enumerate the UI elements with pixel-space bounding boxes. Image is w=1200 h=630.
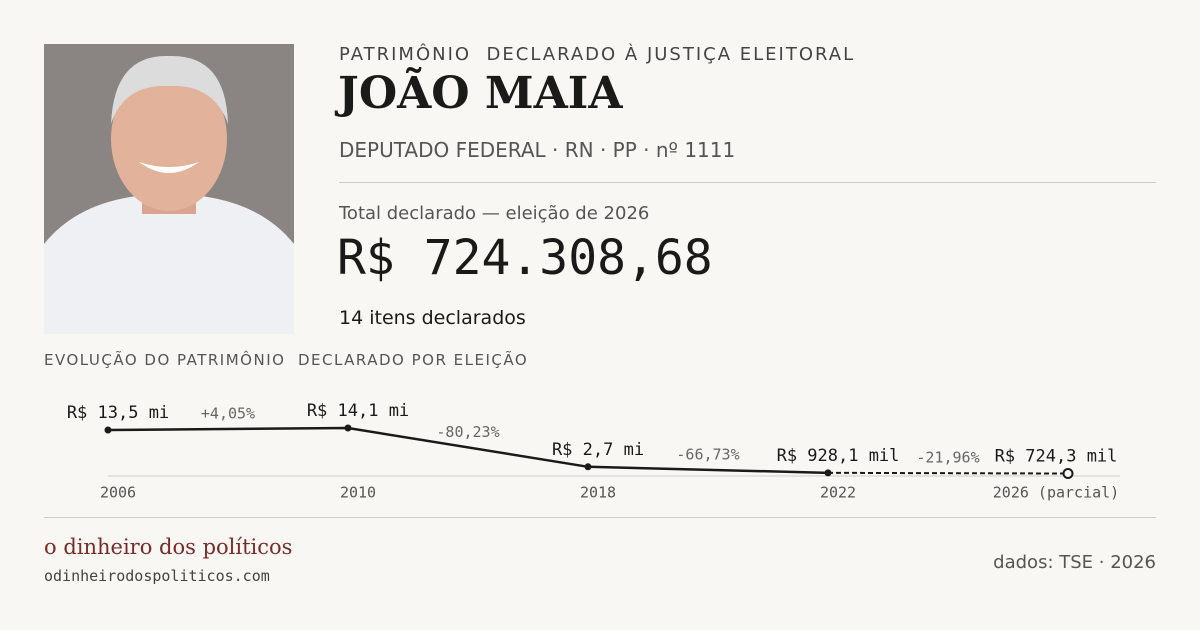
divider: [44, 517, 1156, 518]
point: [1062, 468, 1074, 480]
items: 14 itens declarados: [339, 307, 526, 329]
x-tick-label: 2006: [100, 484, 136, 502]
x-tick-label: 2022: [820, 484, 856, 502]
brand: o dinheiro dos políticos: [44, 535, 293, 559]
point: [584, 463, 592, 471]
divider: [339, 182, 1156, 183]
line-partial: [827, 471, 1069, 475]
change-label: +4,05%: [201, 405, 255, 423]
role: DEPUTADO FEDERAL · RN · PP · nº 1111: [339, 138, 736, 162]
total: R$ 724.308,68: [337, 230, 713, 286]
total-label: Total declarado — eleição de 2026: [339, 203, 650, 224]
chart-title: EVOLUÇÃO DO PATRIMÔNIO DECLARADO POR ELE…: [44, 351, 529, 369]
name: JOÃO MAIA: [338, 68, 623, 119]
x-tick-label: 2010: [340, 484, 376, 502]
change-label: -80,23%: [436, 423, 499, 441]
kicker: PATRIMÔNIO DECLARADO À JUSTIÇA ELEITORAL: [339, 44, 856, 65]
point: [824, 469, 832, 477]
value-label: R$ 2,7 mi: [552, 440, 644, 460]
x-tick-label: 2018: [580, 484, 616, 502]
value-label: R$ 724,3 mil: [995, 447, 1118, 467]
point: [344, 424, 352, 432]
point: [104, 426, 112, 434]
chart: R$ 13,5 mi 2006 R$ 14,1 mi 2010 R$ 2,7 mi 201…: [67, 401, 1120, 502]
url: odinheirodospoliticos.com: [44, 567, 270, 585]
photo: [44, 44, 294, 334]
value-label: R$ 928,1 mil: [777, 446, 900, 466]
value-label: R$ 14,1 mi: [307, 401, 409, 421]
value-label: R$ 13,5 mi: [67, 403, 169, 423]
source: dados: TSE · 2026: [993, 552, 1156, 573]
x-tick-label: 2026 (parcial): [993, 484, 1119, 502]
line: [107, 426, 829, 475]
change-label: -66,73%: [676, 445, 739, 463]
change-label: -21,96%: [916, 449, 979, 467]
